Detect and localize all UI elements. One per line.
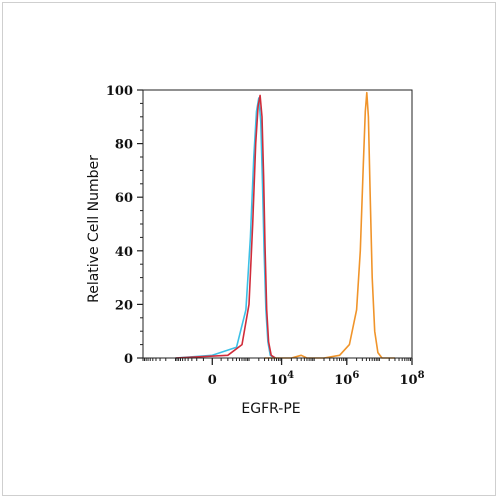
plot-area — [175, 91, 395, 359]
y-tick-label: 80 — [115, 138, 133, 153]
figure-frame — [2, 2, 496, 496]
y-tick-label: 60 — [115, 191, 133, 206]
axes: 0 20 40 60 80 100 0 104 106 108 — [106, 84, 425, 388]
y-tick-label: 20 — [115, 298, 133, 313]
x-tick-label: 104 — [269, 370, 294, 388]
y-axis-title: Relative Cell Number — [86, 155, 102, 303]
histogram-series-line — [175, 97, 275, 359]
x-tick-label: 0 — [208, 373, 217, 388]
y-tick-label: 0 — [124, 352, 133, 367]
histogram-series-line — [175, 94, 276, 359]
y-tick-label: 40 — [115, 245, 133, 260]
histogram-series-line — [264, 91, 395, 359]
x-tick-label: 108 — [399, 370, 424, 388]
y-tick-label: 100 — [106, 84, 133, 99]
x-axis-title: EGFR-PE — [241, 401, 300, 417]
x-tick-label: 106 — [334, 370, 359, 388]
